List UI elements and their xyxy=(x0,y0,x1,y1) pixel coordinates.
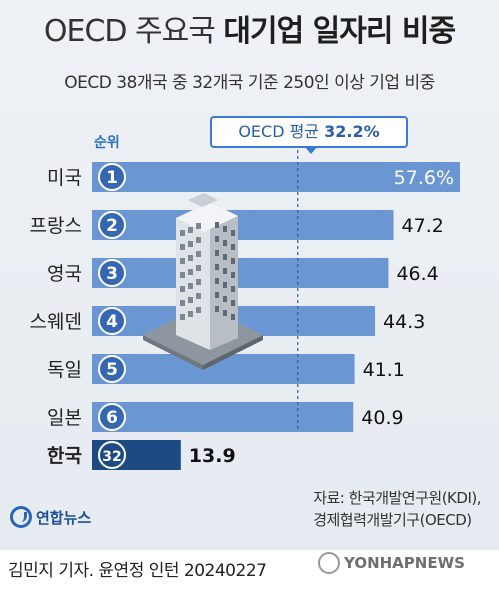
category-label: 독일 xyxy=(47,359,82,381)
rank-badge xyxy=(98,307,126,335)
yonhap-logo: 연합뉴스 xyxy=(10,506,91,528)
category-label: 스웨덴 xyxy=(30,311,82,333)
rank-badge xyxy=(98,211,126,239)
source-line-1: 자료: 한국개발연구원(KDI), xyxy=(313,489,481,507)
rank-badge xyxy=(98,403,126,431)
rank-badge xyxy=(98,355,126,383)
rank-number: 5 xyxy=(106,360,118,380)
category-label: 영국 xyxy=(47,263,82,285)
value-label: 57.6% xyxy=(394,167,454,189)
bar-3 xyxy=(92,258,389,288)
title-part-bold: 대기업 일자리 비중 xyxy=(223,14,456,49)
value-label: 41.1 xyxy=(363,359,405,381)
rank-number: 3 xyxy=(106,264,118,284)
rank-number: 4 xyxy=(106,312,118,332)
watermark-icon xyxy=(318,552,340,574)
bar-6 xyxy=(92,402,354,432)
oecd-average-callout: OECD 평균 32.2% xyxy=(210,116,408,148)
rank-number: 6 xyxy=(106,408,118,428)
value-label: 13.9 xyxy=(189,445,236,467)
source-note: 자료: 한국개발연구원(KDI), 경제협력개발기구(OECD) xyxy=(313,487,481,531)
rank-badge xyxy=(98,163,126,191)
category-label: 한국 xyxy=(47,445,82,467)
bar-2 xyxy=(92,210,394,240)
watermark: YONHAPNEWS xyxy=(318,552,465,574)
rank-header: 순위 xyxy=(94,135,120,151)
value-label: 40.9 xyxy=(361,407,403,429)
rank-badge xyxy=(98,441,126,469)
rank-number: 32 xyxy=(102,449,121,465)
rank-badge xyxy=(98,259,126,287)
value-label: 47.2 xyxy=(402,215,444,237)
category-label: 미국 xyxy=(47,167,82,189)
credit-line: 김민지 기자. 윤연정 인턴 20240227 xyxy=(8,561,267,581)
bar-1 xyxy=(92,162,460,192)
logo-text: 연합뉴스 xyxy=(36,508,92,527)
rank-number: 1 xyxy=(106,168,118,188)
value-label: 46.4 xyxy=(396,263,438,285)
building-illustration xyxy=(143,193,263,370)
value-label: 44.3 xyxy=(383,311,425,333)
source-line-2: 경제협력개발기구(OECD) xyxy=(313,511,472,529)
rank-number: 2 xyxy=(106,216,118,236)
title-part-regular: OECD 주요국 xyxy=(43,14,224,49)
average-value: 32.2% xyxy=(324,122,380,141)
watermark-text: YONHAPNEWS xyxy=(344,554,465,572)
category-label: 일본 xyxy=(47,407,82,429)
category-label: 프랑스 xyxy=(30,215,82,237)
average-label: OECD 평균 xyxy=(238,122,325,141)
chart-subtitle: OECD 38개국 중 32개국 기준 250인 이상 기업 비중 xyxy=(64,73,435,93)
chart-title: OECD 주요국 대기업 일자리 비중 xyxy=(0,6,499,50)
average-pointer xyxy=(305,147,317,154)
yonhap-logo-icon xyxy=(10,506,32,528)
